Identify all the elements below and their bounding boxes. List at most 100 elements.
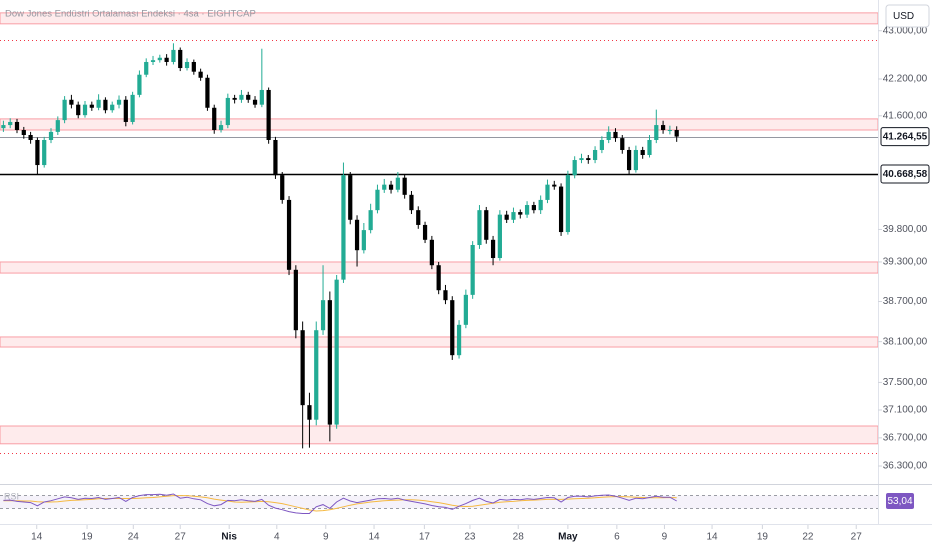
- chart-title: Dow Jones Endüstri Ortalaması Endeksi · …: [5, 9, 256, 20]
- candle-body: [579, 158, 584, 161]
- candle-body: [55, 120, 60, 132]
- candle-body: [103, 99, 108, 111]
- rsi-line: [3, 493, 677, 514]
- candle-body: [572, 160, 577, 176]
- x-tick-label: 22: [802, 532, 814, 543]
- candle-body: [164, 57, 169, 62]
- x-tick-label: May: [558, 532, 578, 543]
- candle-body: [280, 175, 285, 200]
- candle-body: [178, 49, 183, 69]
- axes: 43.000,00 42.200,00 41.600,00 39.800,00 39.3…: [31, 25, 930, 543]
- candle-body: [212, 107, 217, 131]
- candle-body: [620, 138, 625, 150]
- candle-body: [239, 94, 244, 100]
- candle-body: [28, 135, 33, 140]
- candle-body: [246, 94, 251, 100]
- candle-body: [518, 212, 523, 215]
- candle-body: [511, 212, 516, 220]
- candle-body: [354, 219, 360, 251]
- candle-body: [409, 194, 414, 211]
- candle-body: [334, 279, 339, 425]
- currency-button[interactable]: [885, 4, 930, 28]
- candle-body: [144, 61, 149, 75]
- candle-body: [436, 265, 441, 291]
- candles: [1, 43, 679, 449]
- rsi-pane: RSI: [0, 491, 878, 514]
- candle-body: [184, 61, 190, 69]
- x-tick-label: 4: [274, 532, 280, 543]
- x-tick-label: 23: [464, 532, 476, 543]
- candle-body: [599, 139, 604, 150]
- candle-body: [273, 139, 278, 176]
- candle-body: [198, 71, 203, 78]
- candle-body: [116, 99, 122, 105]
- candle-body: [361, 230, 366, 251]
- candle-body: [171, 49, 176, 62]
- x-tick-label: Nis: [221, 532, 237, 543]
- candle-body: [477, 210, 482, 246]
- candle-body: [286, 199, 292, 270]
- candle-body: [565, 175, 570, 233]
- y-tick-label: 38.700,00: [883, 296, 928, 307]
- candle-body: [62, 99, 67, 121]
- candle-body: [416, 210, 421, 225]
- y-tick-label: 39.800,00: [883, 224, 928, 235]
- x-tick-label: 6: [614, 532, 620, 543]
- candle-body: [490, 239, 496, 259]
- candle-body: [388, 184, 394, 190]
- y-tick-label: 39.300,00: [883, 257, 928, 268]
- candle-body: [654, 125, 659, 140]
- candle-body: [48, 131, 54, 140]
- candle-body: [348, 175, 353, 220]
- candle-body: [667, 130, 672, 132]
- x-tick-label: 9: [662, 532, 668, 543]
- candle-body: [586, 158, 591, 161]
- candle-body: [402, 177, 407, 195]
- candle-body: [531, 205, 536, 211]
- candle-body: [191, 61, 196, 72]
- y-tick-label: 41.600,00: [883, 110, 928, 121]
- candle-body: [375, 189, 380, 211]
- candle-body: [443, 290, 448, 301]
- candle-body: [341, 175, 346, 280]
- candle-body: [463, 294, 468, 325]
- candle-body: [293, 269, 298, 331]
- x-tick-label: 17: [419, 532, 431, 543]
- candle-body: [300, 330, 305, 406]
- x-tick-label: 14: [706, 532, 718, 543]
- candle-body: [307, 405, 312, 420]
- candle-body: [110, 104, 115, 111]
- candle-body: [484, 210, 489, 240]
- candle-body: [123, 99, 128, 122]
- rsi-value-label: 53,04: [887, 496, 912, 507]
- price-level-label-box: [880, 164, 930, 184]
- candle-body: [456, 324, 462, 356]
- y-tick-label: 37.500,00: [883, 377, 928, 388]
- candle-body: [524, 205, 530, 215]
- candle-body: [14, 121, 20, 131]
- candle-body: [8, 121, 13, 126]
- candle-body: [137, 74, 142, 95]
- rsi-value-box: [886, 493, 914, 510]
- candle-body: [252, 99, 258, 105]
- price-level-label: 41.264,55: [883, 132, 928, 143]
- candle-body: [606, 131, 611, 140]
- candle-body: [368, 210, 373, 231]
- candle-body: [218, 125, 224, 131]
- x-tick-label: 19: [81, 532, 93, 543]
- candle-body: [225, 97, 230, 126]
- candle-body: [497, 214, 502, 259]
- candle-body: [89, 104, 94, 108]
- candle-body: [504, 214, 509, 220]
- x-tick-label: 19: [757, 532, 769, 543]
- candle-body: [429, 239, 434, 266]
- candle-body: [382, 184, 387, 190]
- candle-body: [422, 224, 428, 240]
- zone: [0, 336, 879, 348]
- x-tick-label: 28: [513, 532, 525, 543]
- candle-body: [395, 177, 400, 190]
- candle-body: [1, 125, 6, 129]
- candle-body: [130, 94, 135, 122]
